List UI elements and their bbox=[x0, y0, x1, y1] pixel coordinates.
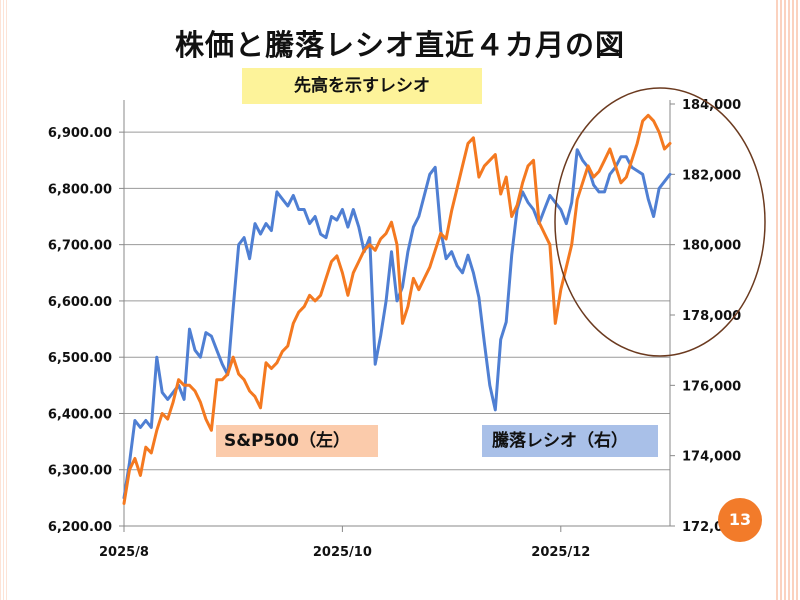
left-axis-ticks: 6,200.00 6,300.00 6,400.00 6,500.00 6,600.00… bbox=[48, 126, 124, 535]
series-layer bbox=[122, 113, 672, 505]
left-tick-label-3: 6,500.00 bbox=[48, 351, 112, 366]
right-tick-label-4: 180,000 bbox=[682, 239, 741, 254]
left-tick-label-0: 6,200.00 bbox=[48, 520, 112, 535]
series-line-ratio bbox=[122, 148, 672, 500]
x-tick-label-2: 2025/12 bbox=[531, 545, 590, 560]
right-tick-label-5: 182,000 bbox=[682, 168, 741, 183]
left-decor-stripes bbox=[0, 0, 8, 600]
slide-title: 株価と騰落レシオ直近４カ月の図 bbox=[174, 28, 625, 62]
left-tick-label-1: 6,300.00 bbox=[48, 464, 112, 479]
right-axis-ticks: 172,000174,000176,000178,000180,000182,0… bbox=[670, 98, 741, 535]
right-tick-label-2: 176,000 bbox=[682, 379, 741, 394]
right-tick-label-1: 174,000 bbox=[682, 450, 741, 465]
subtitle-callout: 先高を示すレシオ bbox=[242, 68, 482, 104]
legend-ratio: 騰落レシオ（右） bbox=[482, 425, 658, 457]
chart-gridlines bbox=[124, 131, 670, 527]
left-tick-label-2: 6,400.00 bbox=[48, 407, 112, 422]
series-line-sp500 bbox=[122, 113, 672, 505]
legend-sp500: S&P500（左） bbox=[216, 425, 378, 457]
x-axis-ticks: 2025/8 2025/10 2025/12 bbox=[99, 526, 590, 560]
x-tick-label-0: 2025/8 bbox=[99, 545, 149, 560]
left-tick-label-5: 6,700.00 bbox=[48, 239, 112, 254]
x-tick-label-1: 2025/10 bbox=[313, 545, 372, 560]
left-tick-label-4: 6,600.00 bbox=[48, 295, 112, 310]
right-tick-label-3: 178,000 bbox=[682, 309, 741, 324]
left-tick-label-7: 6,900.00 bbox=[48, 126, 112, 141]
page-number-badge: 13 bbox=[718, 498, 762, 542]
highlight-ellipse bbox=[554, 87, 766, 357]
right-decor-stripes bbox=[776, 0, 800, 600]
left-tick-label-6: 6,800.00 bbox=[48, 182, 112, 197]
